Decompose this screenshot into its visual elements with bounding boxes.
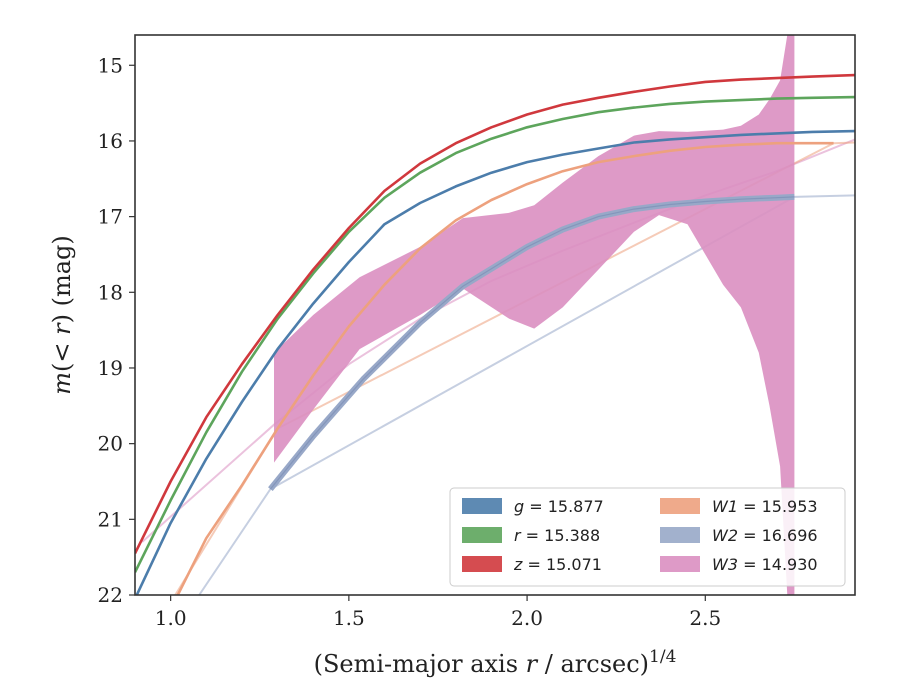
y-tick-label: 19	[98, 356, 123, 380]
y-axis: 15 16 17 18 19 20 21 22	[98, 53, 135, 607]
legend-entry-value: 15.953	[762, 497, 818, 516]
series-w3-band	[274, 35, 795, 595]
legend-entry-equals: =	[738, 555, 762, 574]
legend-entry-variable: r	[514, 526, 522, 545]
y-tick-label: 17	[98, 205, 123, 229]
legend-entry-variable: g	[514, 497, 524, 516]
y-tick-label: 21	[98, 507, 123, 531]
y-tick-label: 18	[98, 280, 123, 304]
legend-swatch-w1	[660, 498, 700, 514]
series-w2-model-curve	[198, 194, 855, 595]
legend-swatch-g	[462, 498, 502, 514]
x-axis-label-prefix: (Semi-major axis	[314, 650, 526, 678]
legend-entry-value: 15.388	[544, 526, 600, 545]
legend-entry-variable: z	[513, 555, 523, 574]
legend-entry-value: 15.071	[546, 555, 602, 574]
legend-entry-equals: =	[738, 526, 762, 545]
series-g-line	[135, 129, 855, 595]
x-axis-label-exponent: 1/4	[649, 647, 676, 667]
y-tick-label: 20	[98, 432, 123, 456]
legend-entry-variable: W3	[712, 555, 738, 574]
legend-entry-value: 14.930	[762, 555, 818, 574]
x-tick-label: 1.5	[333, 606, 365, 630]
legend-entry-value: 16.696	[762, 526, 818, 545]
legend-entry-value: 15.877	[548, 497, 604, 516]
legend-swatch-w2	[660, 527, 700, 543]
series-w1-line	[176, 141, 834, 595]
legend-entry-z: z = 15.071	[513, 555, 602, 574]
legend-entry-g: g = 15.877	[514, 497, 604, 516]
legend-entry-equals: =	[521, 526, 545, 545]
y-axis-label-m: m	[48, 372, 76, 395]
legend-entry-w3: W3 = 14.930	[712, 555, 818, 574]
legend-entry-equals: =	[522, 555, 546, 574]
legend-entry-equals: =	[524, 497, 548, 516]
y-axis-label-close: ) (mag)	[48, 235, 76, 323]
x-tick-label: 2.5	[689, 606, 721, 630]
legend-entry-equals: =	[738, 497, 762, 516]
legend-entry-variable: W2	[712, 526, 738, 545]
x-axis-label: (Semi-major axis r / arcsec)1/4	[314, 647, 677, 678]
x-tick-label: 1.0	[155, 606, 187, 630]
x-axis-label-suffix: / arcsec)	[537, 650, 649, 678]
y-axis-label-open: (<	[48, 335, 76, 372]
y-tick-label: 15	[98, 53, 123, 77]
legend-entry-w1: W1 = 15.953	[712, 497, 818, 516]
series-z-line	[135, 73, 855, 554]
legend-frame	[449, 487, 846, 587]
y-tick-label: 16	[98, 129, 123, 153]
x-axis: 1.0 1.5 2.0 2.5	[155, 595, 721, 630]
legend: g = 15.877 r = 15.388 z = 15.071 W1 = 15.95…	[449, 487, 846, 587]
legend-swatch-w3	[660, 556, 700, 572]
legend-entry-w2: W2 = 16.696	[712, 526, 818, 545]
y-axis-label: m(< r) (mag)	[48, 235, 76, 395]
series-r-line	[135, 95, 855, 573]
legend-swatch-r	[462, 527, 502, 543]
legend-swatch-z	[462, 556, 502, 572]
x-tick-label: 2.0	[511, 606, 543, 630]
plot-frame	[134, 34, 856, 596]
legend-entry-r: r = 15.388	[514, 526, 600, 545]
plot-area	[135, 35, 855, 595]
y-tick-label: 22	[98, 583, 123, 607]
y-axis-label-variable: r	[48, 322, 76, 335]
legend-entry-variable: W1	[712, 497, 738, 516]
x-axis-label-variable: r	[526, 650, 539, 678]
series-w2-line-core	[269, 196, 795, 490]
